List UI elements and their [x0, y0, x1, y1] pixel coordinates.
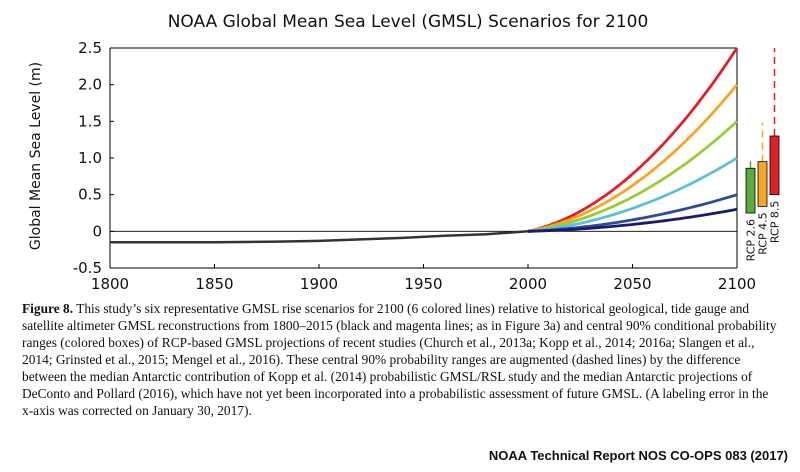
plot-area: -0.5 0 0.5 1.0 1.5 2.0 2.5 1800 1850 1900 1950 2000… [73, 39, 782, 293]
rcp-label: RCP 8.5 [769, 201, 782, 243]
rcp-box [745, 167, 756, 214]
y-axis-label: Global Mean Sea Level (m) [28, 62, 44, 250]
scenario-line [527, 207, 738, 233]
rcp-box [757, 161, 768, 207]
y-tick-label: -0.5 [73, 259, 102, 277]
report-citation: NOAA Technical Report NOS CO-OPS 083 (20… [488, 448, 788, 463]
x-tick-label: 1800 [91, 275, 129, 293]
x-tick-label: 1850 [195, 275, 233, 293]
x-tick-label: 2050 [613, 275, 651, 293]
scenario-line [527, 156, 738, 233]
x-tick-label: 2100 [718, 275, 756, 293]
historical-gmsl-line [110, 230, 529, 244]
rcp-label: RCP 4.5 [757, 212, 770, 254]
rcp-box [769, 135, 780, 196]
y-tick-label: 2.5 [78, 39, 102, 57]
x-tick-label: 1950 [404, 275, 442, 293]
scenario-line [527, 47, 739, 233]
y-tick-label: 0.5 [78, 186, 102, 204]
y-tick-label: 2.0 [78, 76, 102, 94]
rcp-label: RCP 2.6 [745, 219, 758, 261]
x-tick-label: 2000 [509, 275, 547, 293]
x-tick-label: 1900 [300, 275, 338, 293]
sea-level-chart: NOAA Global Mean Sea Level (GMSL) Scenar… [28, 12, 782, 293]
caption-text: This study’s six representative GMSL ris… [22, 301, 777, 418]
y-tick-label: 1.5 [78, 112, 102, 130]
chart-title: NOAA Global Mean Sea Level (GMSL) Scenar… [168, 12, 649, 32]
scenario-line [527, 83, 739, 233]
y-tick-label: 1.0 [78, 149, 102, 167]
figure-caption: Figure 8. This study’s six representativ… [22, 300, 782, 419]
y-tick-label: 0 [92, 222, 102, 240]
scenario-line [527, 120, 738, 233]
caption-label: Figure 8. [22, 301, 74, 316]
